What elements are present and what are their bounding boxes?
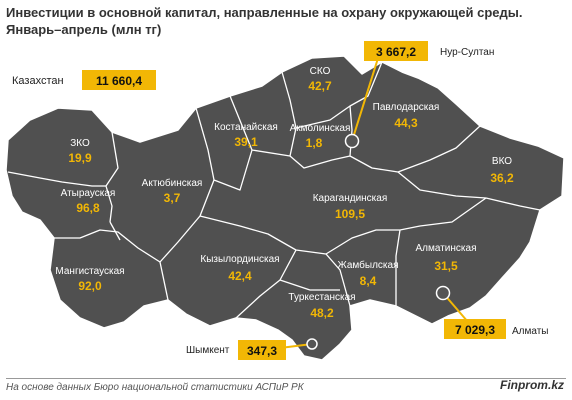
total-value: 11 660,4 [96,74,142,88]
country-shape [5,55,565,361]
almaty-value: 7 029,3 [455,323,495,337]
region-value-kostanay: 39,1 [234,135,258,149]
city-callouts: 3 667,2 Нур-Султан 7 029,3 Алматы Шымкен… [186,41,549,360]
nur-sultan-marker [344,133,360,149]
region-name-turkestan: Туркестанская [288,292,355,303]
region-name-pavlodar: Павлодарская [373,102,440,113]
footer-divider [6,378,566,379]
region-value-sko: 42,7 [308,79,332,93]
region-value-zhambyl: 8,4 [360,274,377,288]
region-name-akmola: Акмолинская [290,123,351,134]
region-name-sko: СКО [310,66,331,77]
map-title-line2: Январь–апрель (млн тг) [6,22,162,37]
region-value-karaganda: 109,5 [335,207,365,221]
region-name-karaganda: Карагандинская [313,193,388,204]
region-labels: ЗКО 19,9 Атырауская 96,8 Мангистауская 9… [55,66,514,320]
region-value-pavlodar: 44,3 [394,116,418,130]
shymkent-marker [306,338,318,350]
total-value-box [82,70,156,90]
map-title: Инвестиции в основной капитал, направлен… [6,4,522,38]
almaty-marker [435,285,451,301]
nur-sultan-label: Нур-Султан [440,47,494,58]
region-value-aktobe: 3,7 [164,191,181,205]
region-value-almaty-region: 31,5 [434,259,458,273]
total-label: Казахстан [12,75,64,87]
nur-sultan-value-box [364,41,428,61]
map-title-line1: Инвестиции в основной капитал, направлен… [6,5,523,20]
region-borders [7,61,541,319]
region-value-akmola: 1,8 [306,136,323,150]
region-name-aktobe: Актюбинская [142,177,203,189]
region-name-almaty-region: Алматинская [416,243,477,254]
region-value-vko: 36,2 [490,171,514,185]
almaty-label: Алматы [512,326,549,337]
region-value-atyrau: 96,8 [76,201,100,215]
nur-sultan-value: 3 667,2 [376,45,416,59]
region-name-mangistau: Мангистауская [55,266,124,277]
total-callout: Казахстан 11 660,4 [12,70,156,90]
region-name-kostanay: Костанайская [214,122,278,133]
region-value-zko: 19,9 [68,151,92,165]
shymkent-value: 347,3 [247,344,277,358]
brand-logo-text: Finprom.kz [499,378,564,392]
region-value-turkestan: 48,2 [310,306,334,320]
almaty-value-box [444,319,506,339]
region-value-kyzylorda: 42,4 [228,269,252,283]
shymkent-value-box [238,340,286,360]
city-markers [271,54,469,350]
shymkent-label: Шымкент [186,345,230,356]
source-note: На основе данных Бюро национальной стати… [6,382,304,393]
region-name-vko: ВКО [492,156,512,167]
region-value-mangistau: 92,0 [78,279,102,293]
region-name-zhambyl: Жамбылская [338,259,399,271]
region-name-atyrau: Атырауская [61,188,116,199]
region-name-zko: ЗКО [70,138,90,149]
region-name-kyzylorda: Кызылординская [200,254,279,265]
